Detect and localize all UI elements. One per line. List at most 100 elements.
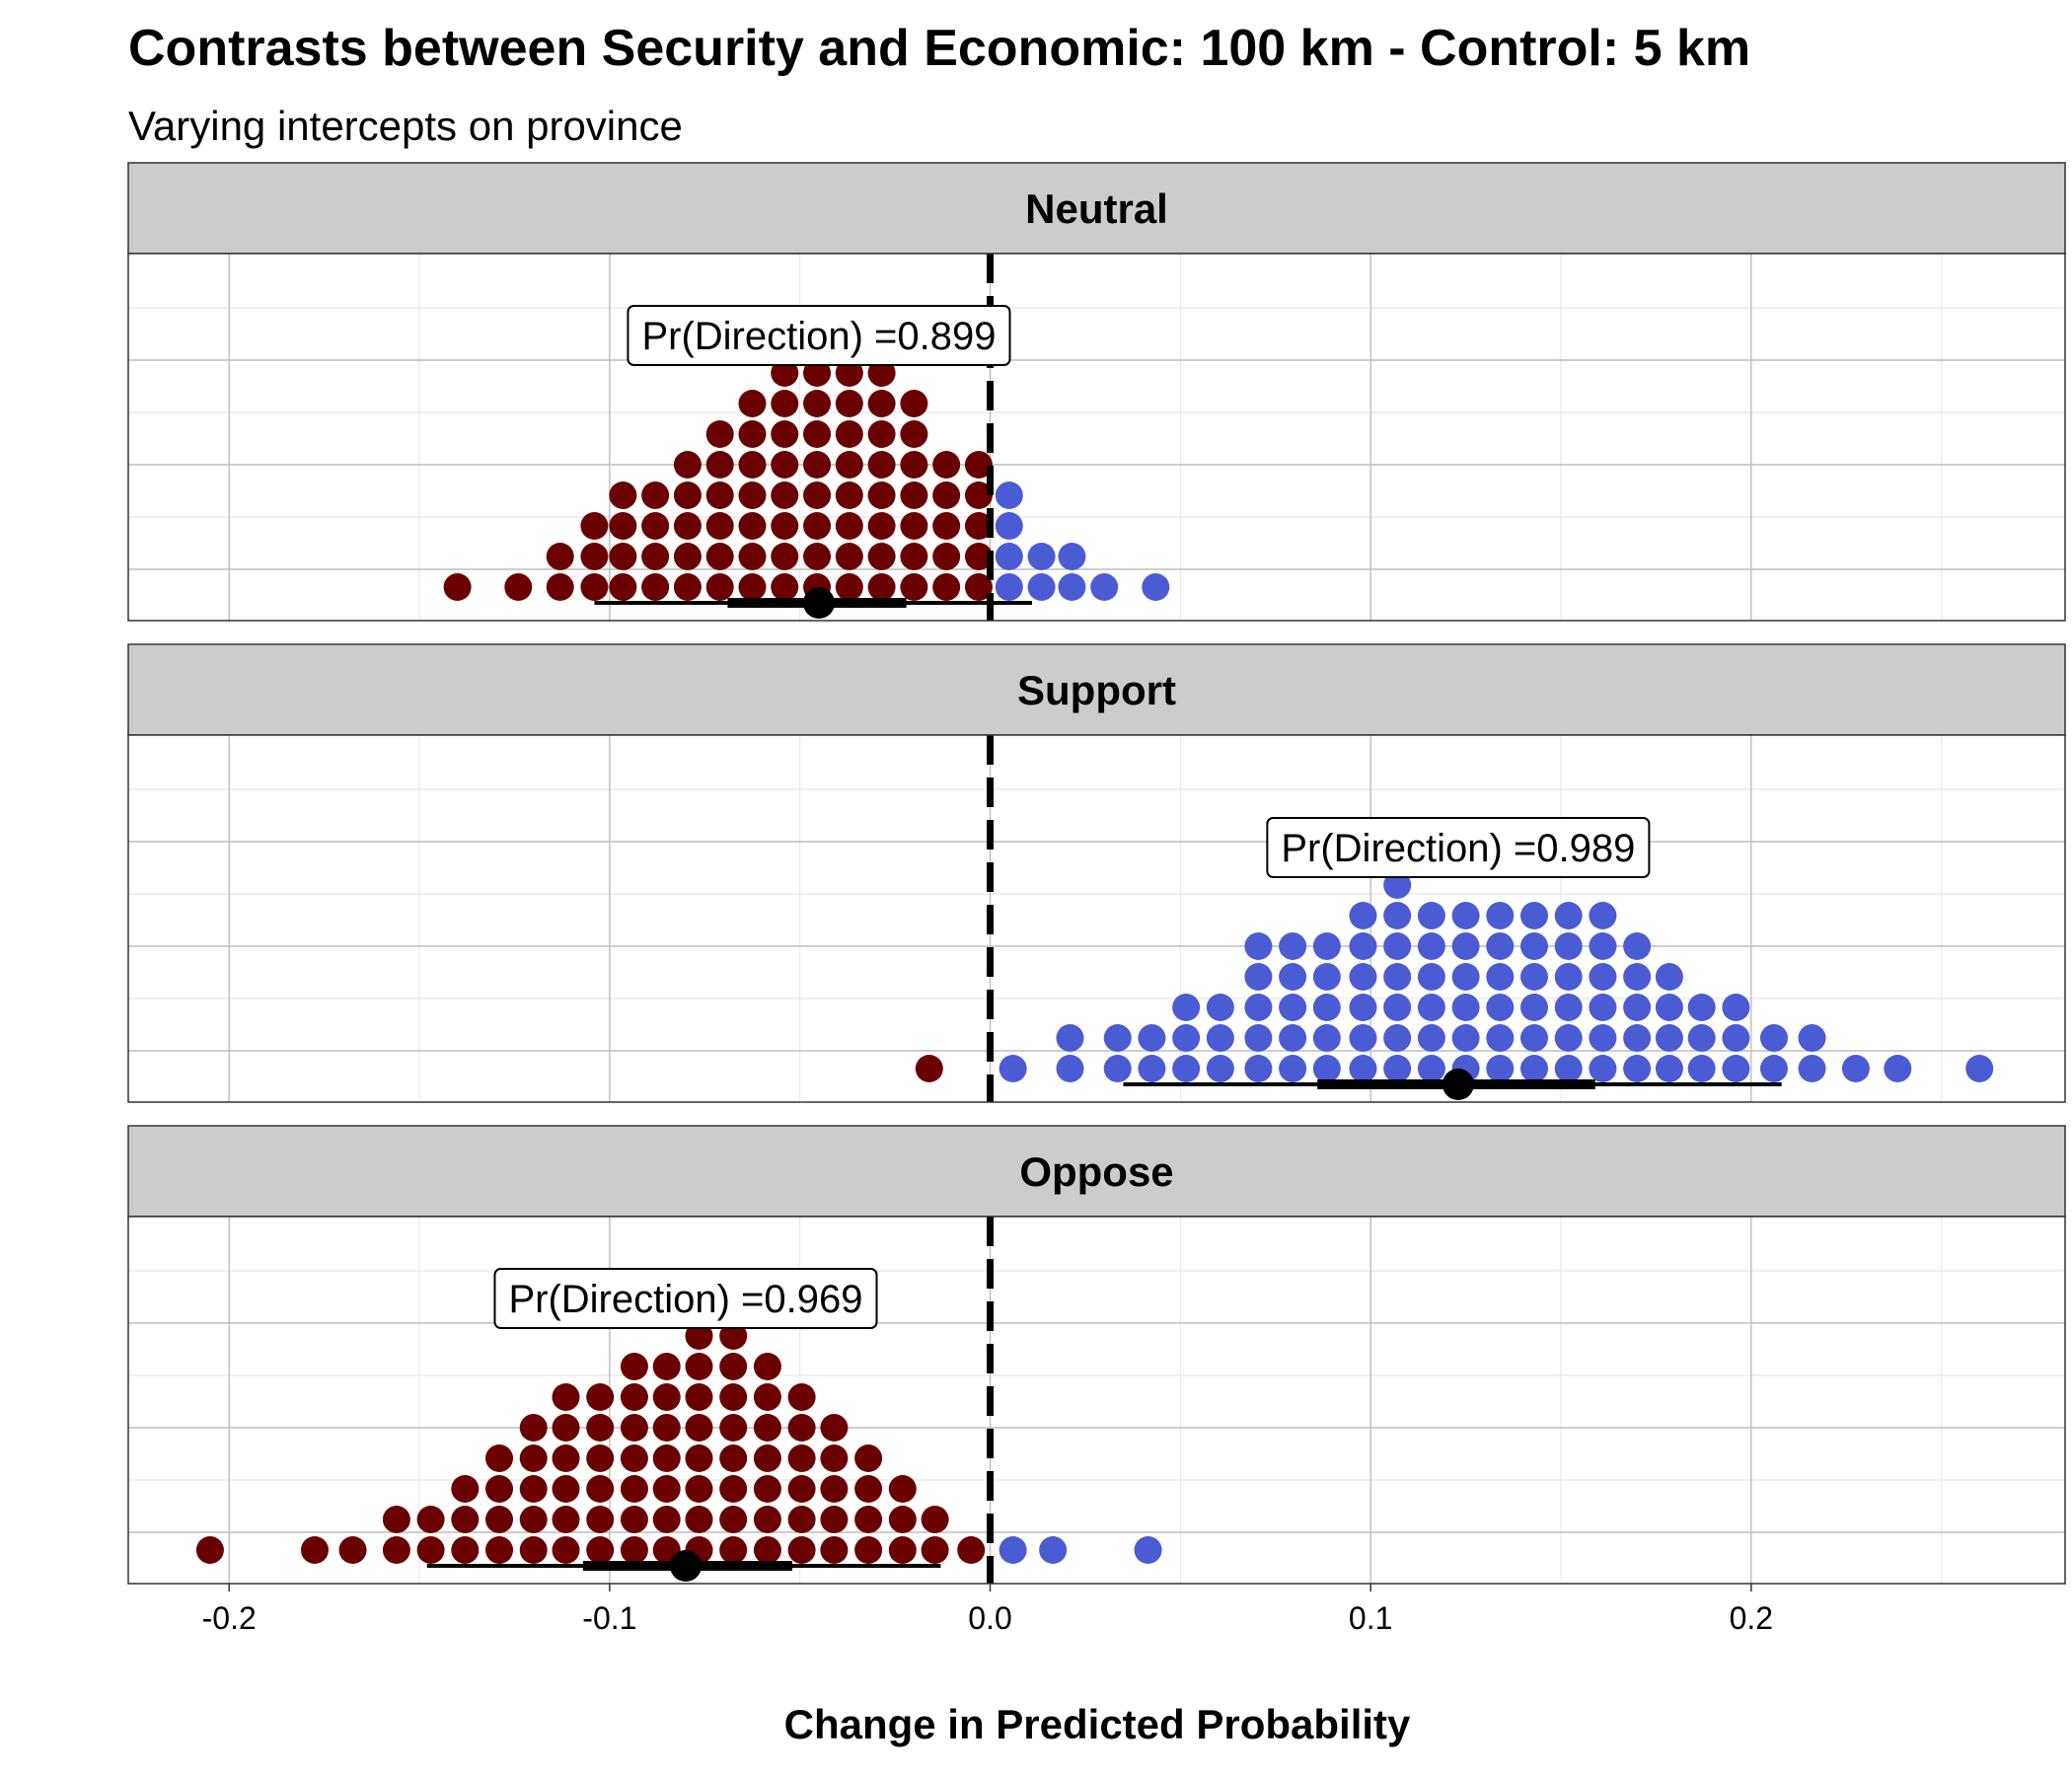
dot [1417,1055,1445,1082]
dot [609,481,637,509]
dot [641,481,670,509]
dot [921,1506,949,1533]
dot [1554,963,1583,991]
dot [803,420,832,448]
dot [1486,994,1515,1021]
dot [787,1383,816,1411]
dot [915,1055,943,1082]
dot [1884,1055,1912,1082]
dot [1138,1024,1166,1052]
dot [641,512,670,540]
dot [738,451,767,479]
dot [620,1536,648,1564]
dot [1172,994,1201,1021]
dot [1090,573,1119,601]
dot [835,390,863,417]
dot [1965,1055,1994,1082]
dot [382,1506,410,1533]
dot [1039,1536,1068,1564]
dot [1722,1024,1750,1052]
dot [738,543,767,570]
chart-title: Contrasts between Security and Economic:… [128,20,1750,77]
dot [552,1536,580,1564]
dot [1027,543,1056,570]
dot [620,1353,648,1380]
dot [738,512,767,540]
dot [609,543,637,570]
dot [586,1536,615,1564]
dot [1623,932,1652,960]
x-tick-label: 0.1 [1349,1600,1392,1636]
dot [685,1414,713,1442]
dot [1520,932,1549,960]
annotation-box [1266,817,1651,878]
dot [519,1444,548,1472]
point-estimate [1442,1069,1474,1100]
dot [867,390,896,417]
dot [1589,1055,1617,1082]
dot [1759,1024,1788,1052]
dot [1206,1024,1234,1052]
dot [820,1444,849,1472]
dot [719,1475,748,1503]
dot [609,512,637,540]
dot [1417,902,1445,929]
dot [673,451,702,479]
dot [1486,1055,1515,1082]
dot [1103,1055,1132,1082]
dot [705,543,734,570]
dot [803,481,832,509]
dot [900,512,928,540]
dot [1027,573,1056,601]
panel-border [127,253,2066,622]
dot [652,1475,681,1503]
dot [1451,994,1480,1021]
dot [995,481,1023,509]
dot [382,1536,410,1564]
dot [685,1353,713,1380]
dot [835,451,863,479]
dot [1383,1024,1412,1052]
x-tick-label: -0.2 [202,1600,257,1636]
facet-strip-label: Neutral [1025,185,1168,232]
dot [964,573,993,601]
dot [580,512,609,540]
dot [416,1506,445,1533]
dot [1486,963,1515,991]
dot [1383,994,1412,1021]
dot [652,1383,681,1411]
dot [1349,1024,1377,1052]
dot [1451,963,1480,991]
dot [620,1444,648,1472]
direction-annotation: Pr(Direction) =0.989 [1266,817,1651,878]
dot [552,1444,580,1472]
chart-subtitle: Varying intercepts on province [128,103,683,149]
dot [1554,1024,1583,1052]
dot [652,1506,681,1533]
dot [900,543,928,570]
dot [1383,1055,1412,1082]
x-axis: -0.2 -0.1 0.0 0.1 0.2 [202,1584,1773,1636]
dot [964,512,993,540]
dot [673,512,702,540]
dot [519,1414,548,1442]
dot [1172,1055,1201,1082]
panel-border [127,1216,2066,1585]
dot [719,1383,748,1411]
dot [1451,1024,1480,1052]
dot [620,1506,648,1533]
dot [932,512,961,540]
dot [854,1536,883,1564]
dot [451,1475,480,1503]
dot [753,1383,781,1411]
dot [964,481,993,509]
dot [652,1444,681,1472]
dot [1623,1055,1652,1082]
dot [964,451,993,479]
facet-strip [127,643,2066,736]
dot [652,1414,681,1442]
dot [1279,1055,1307,1082]
dot [1623,1024,1652,1052]
dot [1279,994,1307,1021]
facet-panel-oppose: Oppose Pr(Direction) =0.969 [127,1125,2066,1585]
